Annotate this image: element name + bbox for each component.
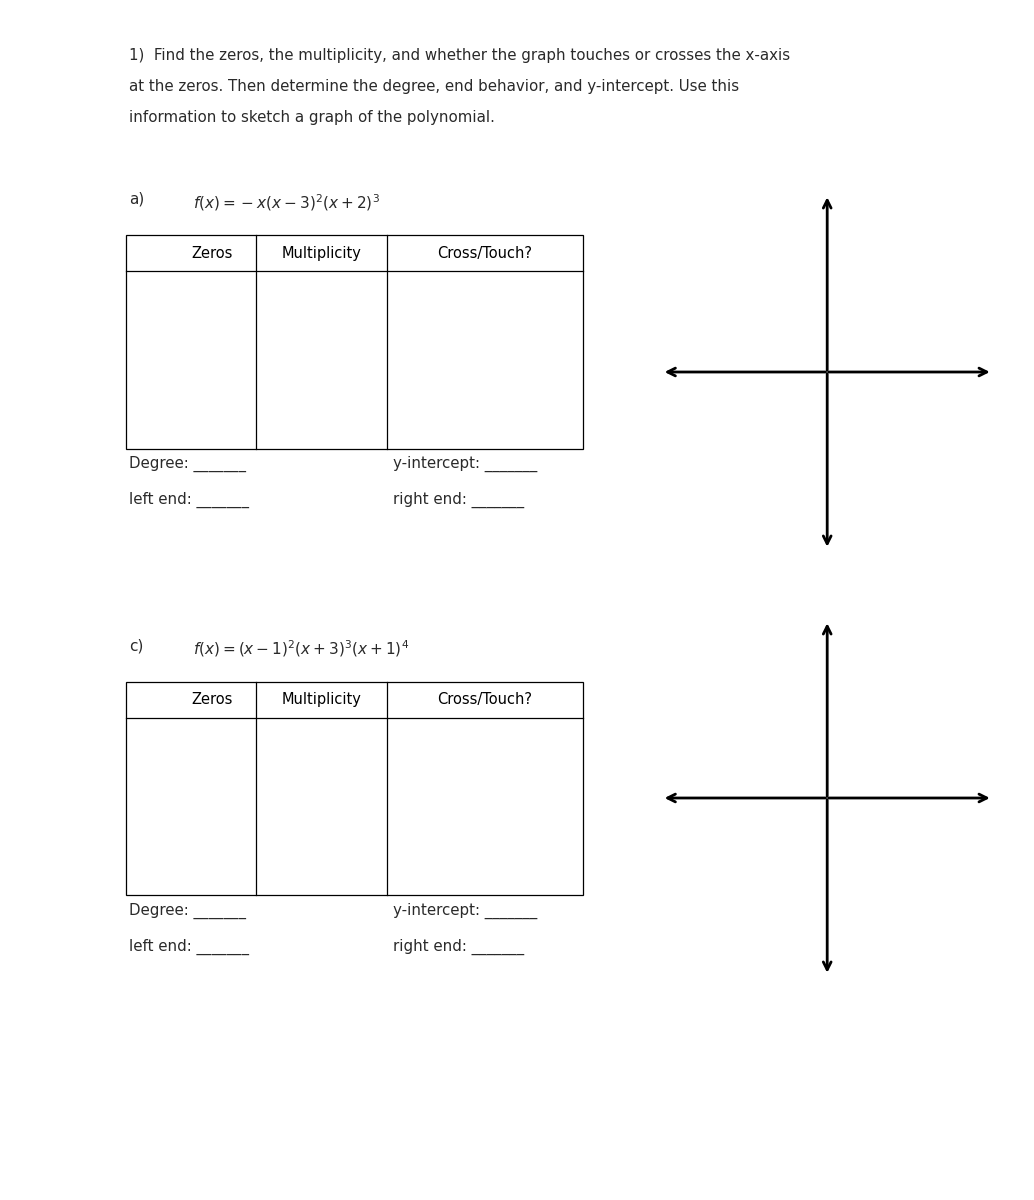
Text: a): a) xyxy=(129,192,145,206)
Text: 1)  Find the zeros, the multiplicity, and whether the graph touches or crosses t: 1) Find the zeros, the multiplicity, and… xyxy=(129,48,790,62)
Text: left end: _______: left end: _______ xyxy=(129,938,249,955)
Text: right end: _______: right end: _______ xyxy=(393,492,524,509)
Text: Zeros: Zeros xyxy=(191,246,233,260)
Text: y-intercept: _______: y-intercept: _______ xyxy=(393,456,538,473)
Text: Multiplicity: Multiplicity xyxy=(281,246,362,260)
Text: c): c) xyxy=(129,638,144,653)
Text: Degree: _______: Degree: _______ xyxy=(129,456,246,473)
Text: Multiplicity: Multiplicity xyxy=(281,692,362,707)
Text: Cross/Touch?: Cross/Touch? xyxy=(437,692,533,707)
Text: $f(x) = (x-1)^2(x+3)^3(x+1)^4$: $f(x) = (x-1)^2(x+3)^3(x+1)^4$ xyxy=(193,638,409,659)
Text: information to sketch a graph of the polynomial.: information to sketch a graph of the pol… xyxy=(129,110,495,126)
Text: Cross/Touch?: Cross/Touch? xyxy=(437,246,533,260)
Text: y-intercept: _______: y-intercept: _______ xyxy=(393,902,538,919)
Text: left end: _______: left end: _______ xyxy=(129,492,249,509)
Text: right end: _______: right end: _______ xyxy=(393,938,524,955)
Bar xyxy=(126,682,583,895)
Bar xyxy=(126,235,583,449)
Text: Zeros: Zeros xyxy=(191,692,233,707)
Text: Degree: _______: Degree: _______ xyxy=(129,902,246,919)
Text: $f(x) = -x(x-3)^2(x+2)^3$: $f(x) = -x(x-3)^2(x+2)^3$ xyxy=(193,192,381,212)
Text: at the zeros. Then determine the degree, end behavior, and y-intercept. Use this: at the zeros. Then determine the degree,… xyxy=(129,79,739,95)
